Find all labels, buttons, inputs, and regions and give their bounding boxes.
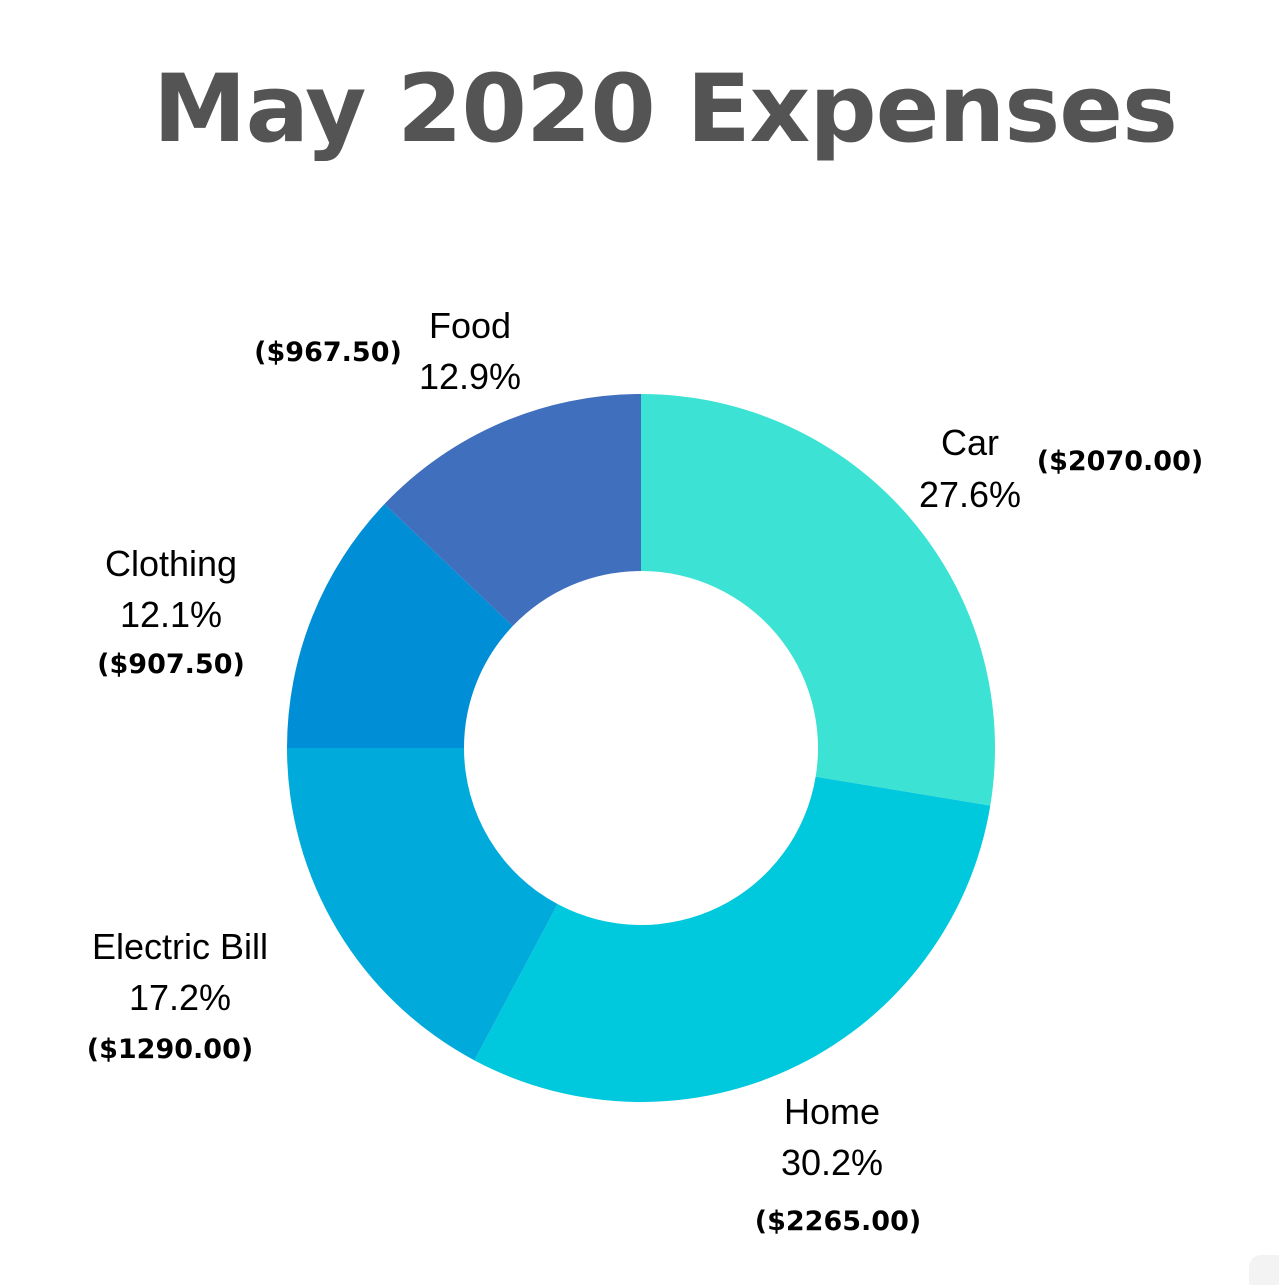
corner-tab bbox=[1249, 1255, 1279, 1285]
slice-percent-clothing: 12.1% bbox=[120, 594, 222, 635]
slice-amount-car: ($2070.00) bbox=[1037, 446, 1203, 477]
slice-clothing bbox=[287, 504, 513, 748]
slice-percent-electric-bill: 17.2% bbox=[129, 977, 231, 1018]
slice-amount-electric-bill: ($1290.00) bbox=[87, 1034, 253, 1065]
chart-title: May 2020 Expenses bbox=[153, 55, 1178, 164]
slice-label-electric-bill: Electric Bill bbox=[92, 926, 268, 967]
slice-amount-clothing: ($907.50) bbox=[97, 649, 245, 680]
slice-home bbox=[474, 776, 991, 1102]
slice-percent-food: 12.9% bbox=[419, 356, 521, 397]
slice-amount-food: ($967.50) bbox=[254, 337, 402, 368]
slice-amount-home: ($2265.00) bbox=[755, 1206, 921, 1237]
slice-food bbox=[384, 394, 641, 627]
slice-car bbox=[641, 394, 995, 806]
labels-group: Car 27.6% ($2070.00) Home 30.2% ($2265.00) Ele… bbox=[87, 305, 1203, 1237]
slices-group bbox=[287, 394, 995, 1102]
slice-percent-car: 27.6% bbox=[919, 474, 1021, 515]
slice-label-clothing: Clothing bbox=[105, 543, 237, 584]
slice-label-car: Car bbox=[941, 422, 999, 463]
slice-label-home: Home bbox=[784, 1091, 880, 1132]
slice-electric-bill bbox=[287, 748, 558, 1061]
slice-percent-home: 30.2% bbox=[781, 1142, 883, 1183]
slice-label-food: Food bbox=[429, 305, 511, 346]
